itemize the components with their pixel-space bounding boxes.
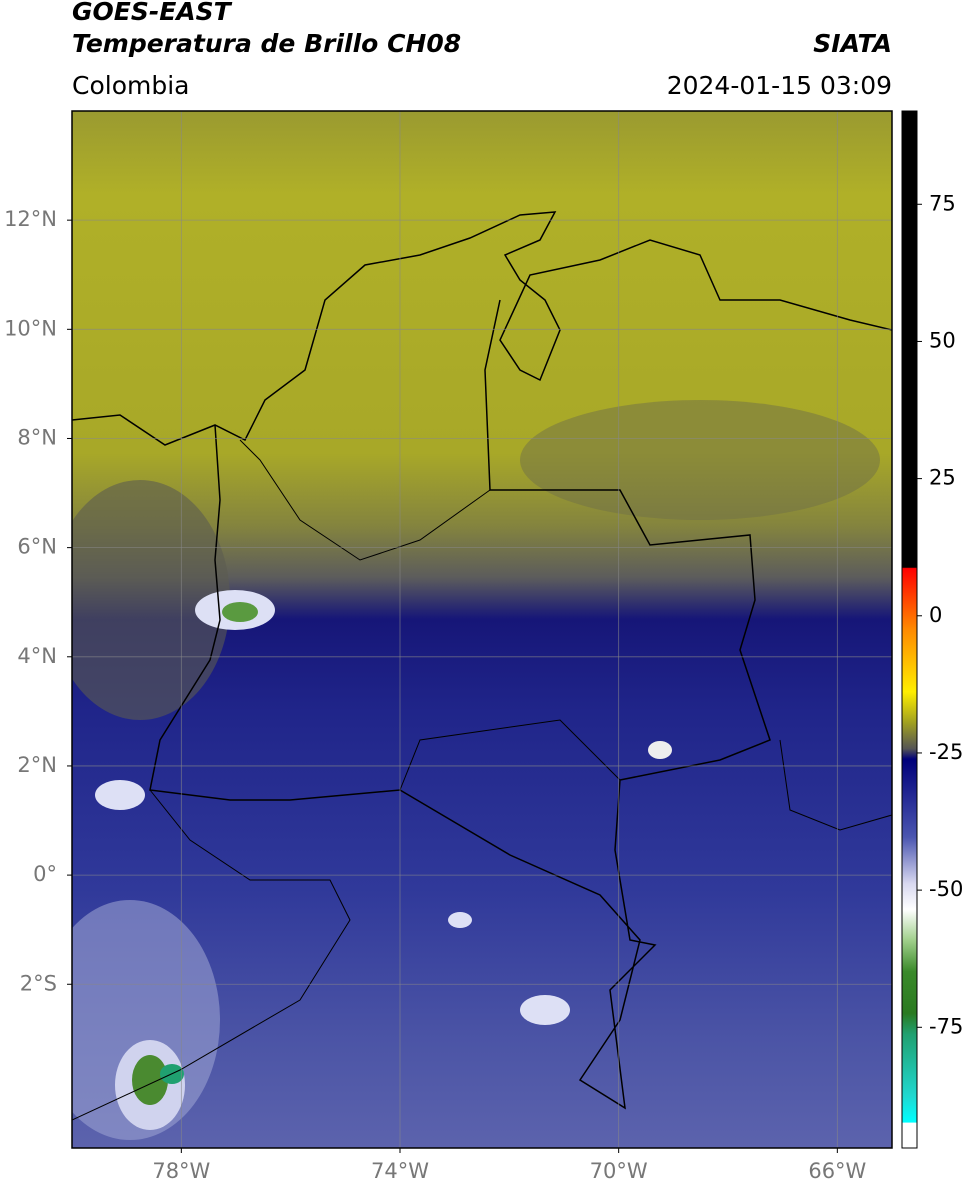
map-frame [71,110,893,1149]
x-tick-label: 70°W [590,1159,648,1183]
colorbar-tick-label: -50 [929,877,963,901]
y-tick-label: 10°N [4,316,57,340]
colorbar-tick-label: -25 [929,740,963,764]
region: Colombia [72,71,189,100]
title: GOES-EAST [72,0,233,26]
y-tick-label: 4°N [17,644,57,668]
y-tick-label: 2°S [20,971,57,995]
source: SIATA [813,29,892,58]
title: Temperatura de Brillo CH08 [72,29,461,58]
colorbar-tick-label: -75 [929,1014,963,1038]
imagery [72,111,892,1148]
timestamp: 2024-01-15 03:09 [667,71,892,100]
y-tick-label: 8°N [17,425,57,449]
y-tick-label: 0° [33,862,57,886]
colorbar-tick-label: 50 [929,328,956,352]
colorbar-tick-label: 0 [929,603,942,627]
y-tick-label: 6°N [17,535,57,559]
colorbar [901,110,918,1149]
y-tick-label: 12°N [4,207,57,231]
x-tick-label: 66°W [808,1159,866,1183]
x-tick-label: 74°W [371,1159,429,1183]
y-tick-label: 2°N [17,753,57,777]
grid [72,111,892,1148]
x-tick-label: 78°W [152,1159,210,1183]
colorbar-tick-label: 75 [929,191,956,215]
colorbar-tick-label: 25 [929,466,956,490]
